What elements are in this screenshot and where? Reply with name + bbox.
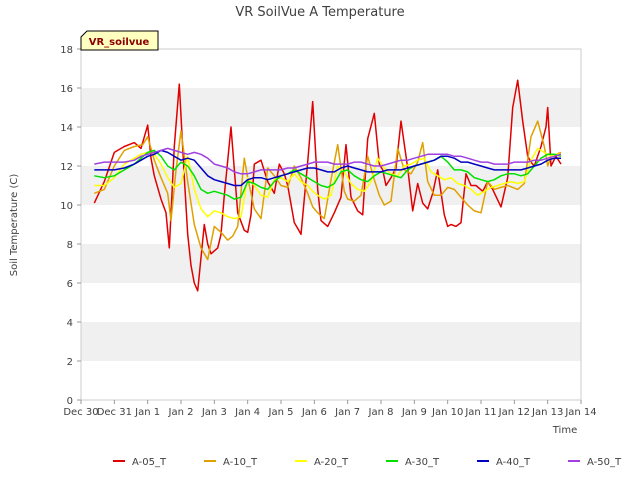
y-tick-label: 16 (60, 84, 73, 95)
y-tick-label: 12 (60, 162, 73, 173)
legend: A-05_T A-10_T A-20_T A-30_T A-40_T A-50_T (113, 457, 622, 468)
y-tick-label: 14 (60, 123, 73, 134)
grid-band (81, 49, 581, 88)
y-tick-label: 6 (67, 279, 73, 290)
station-label-box: VR_soilvue (80, 30, 159, 51)
x-tick-label: Jan 2 (168, 407, 194, 418)
series-line-a-20-t (94, 147, 561, 220)
station-label-text: VR_soilvue (89, 37, 150, 48)
grid-band (81, 127, 581, 166)
x-tick-label: Jan 7 (334, 407, 360, 418)
x-axis-label: Time (552, 425, 577, 436)
station-label-background (80, 30, 159, 51)
chart-title: VR SoilVue A Temperature (235, 5, 404, 20)
x-tick-label: Jan 13 (531, 407, 563, 418)
legend-label: A-05_T (132, 457, 167, 468)
legend-label: A-20_T (314, 457, 349, 468)
grid-bands (81, 49, 581, 400)
y-axis-label: Soil Temperature (C) (9, 174, 20, 277)
plot-frame (80, 48, 582, 401)
x-tick-label: Jan 9 (401, 407, 427, 418)
legend-label: A-40_T (496, 457, 531, 468)
x-tick-label: Jan 11 (464, 407, 496, 418)
x-tick-label: Jan 12 (498, 407, 530, 418)
y-tick-label: 8 (67, 240, 73, 251)
grid-band (81, 205, 581, 244)
series-line-a-50-t (94, 147, 562, 175)
y-tick-label: 18 (60, 45, 73, 56)
y-tick-label: 2 (67, 357, 73, 368)
series-line-a-40-t (94, 149, 561, 187)
x-tick-label: Jan 1 (134, 407, 160, 418)
y-tick-label: 0 (67, 396, 73, 407)
grid-band (81, 322, 581, 361)
grid-band (81, 244, 581, 283)
y-axis-ticks: 0 2 4 6 8 10 12 14 16 18 (60, 45, 81, 407)
x-tick-label: Dec 30 (63, 407, 98, 418)
x-tick-label: Jan 4 (234, 407, 260, 418)
x-tick-label: Jan 3 (201, 407, 227, 418)
x-tick-label: Jan 6 (301, 407, 327, 418)
x-tick-label: Dec 31 (97, 407, 132, 418)
x-tick-label: Jan 8 (368, 407, 394, 418)
grid-band (81, 283, 581, 322)
x-tick-label: Jan 14 (564, 407, 596, 418)
x-tick-label: Jan 10 (431, 407, 463, 418)
grid-band (81, 88, 581, 127)
series-lines (93, 79, 562, 292)
legend-label: A-10_T (223, 457, 258, 468)
legend-label: A-50_T (587, 457, 622, 468)
grid-band (81, 361, 581, 400)
legend-label: A-30_T (405, 457, 440, 468)
y-tick-label: 10 (60, 201, 73, 212)
series-line-a-30-t (94, 149, 562, 200)
y-tick-label: 4 (67, 318, 73, 329)
x-tick-label: Jan 5 (268, 407, 294, 418)
